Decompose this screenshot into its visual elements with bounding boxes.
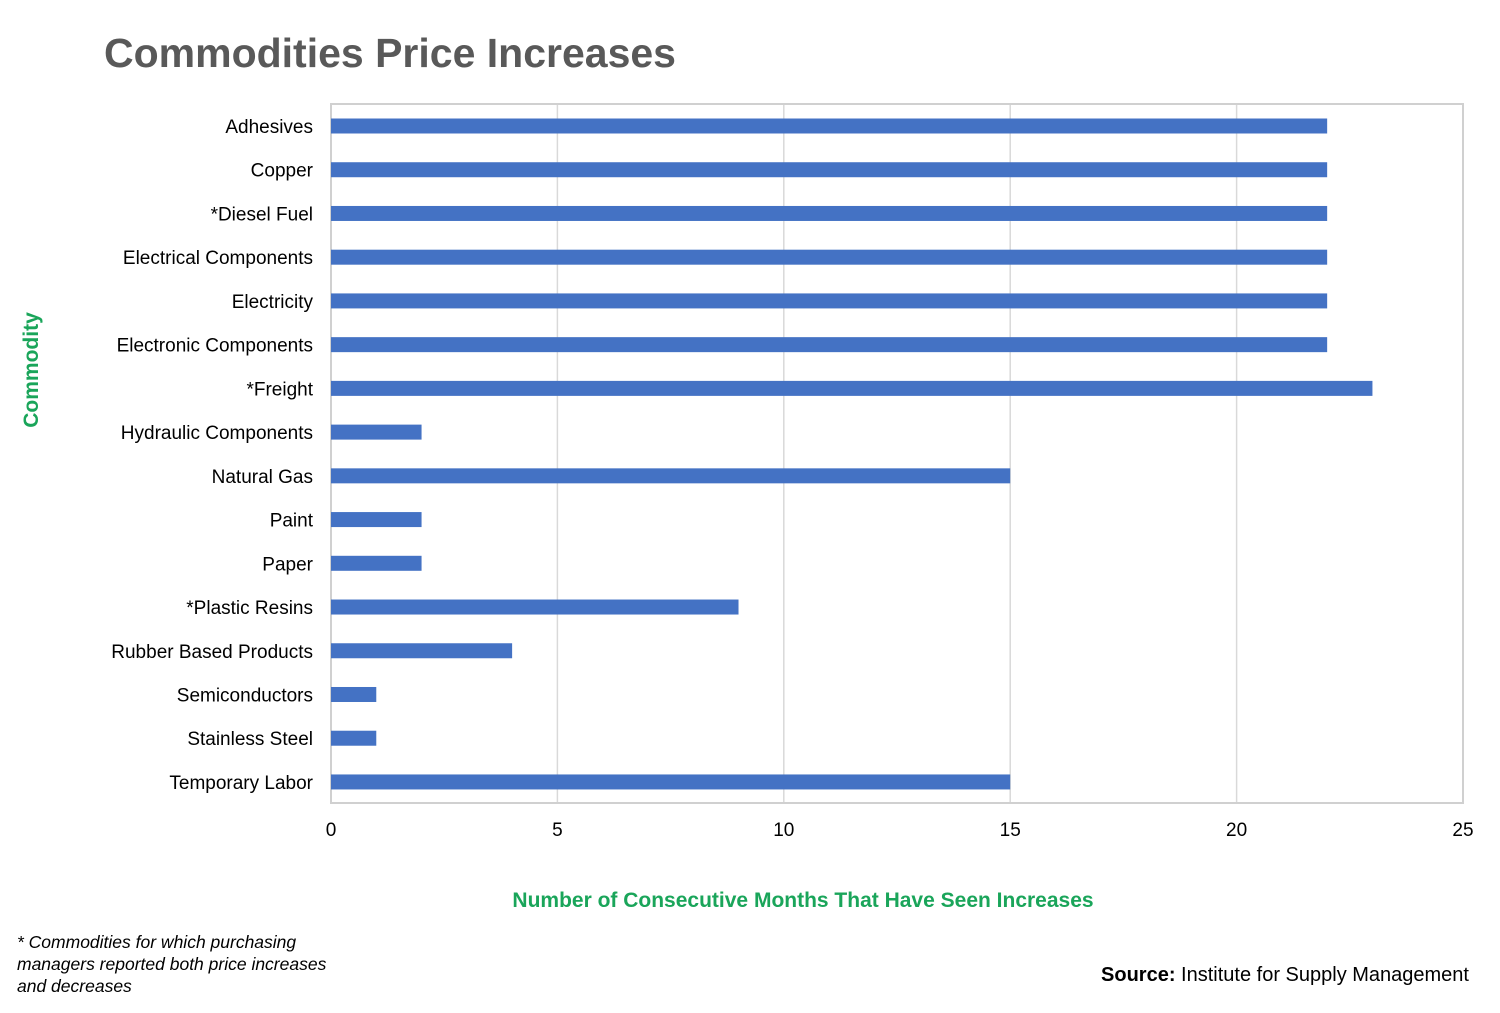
category-label: Paper (262, 554, 313, 575)
category-label: Natural Gas (212, 467, 313, 488)
bar (331, 205, 1328, 221)
category-label: *Diesel Fuel (211, 204, 313, 225)
plot-area-border (330, 103, 1464, 804)
bars (331, 118, 1373, 790)
category-label: Adhesives (225, 117, 313, 138)
category-label: Semiconductors (177, 685, 313, 706)
x-tick-label: 10 (773, 820, 794, 841)
category-label: *Plastic Resins (186, 598, 313, 619)
category-label: Rubber Based Products (111, 642, 313, 663)
category-label: *Freight (246, 379, 313, 400)
x-tick-label: 5 (552, 820, 563, 841)
category-label: Hydraulic Components (121, 423, 313, 444)
category-label: Copper (251, 161, 314, 182)
x-tick-label: 20 (1226, 820, 1247, 841)
source-label: Source: (1101, 964, 1176, 986)
x-tick-label: 15 (1000, 820, 1021, 841)
bar (331, 337, 1328, 353)
category-label: Electrical Components (123, 248, 313, 269)
x-tick-labels: 0 5 10 15 20 25 (326, 820, 1474, 841)
bar (331, 293, 1328, 309)
bar (331, 424, 422, 440)
category-labels: Adhesives Copper *Diesel Fuel Electrical Co… (111, 117, 313, 794)
category-label: Stainless Steel (187, 729, 313, 750)
chart-title: Commodities Price Increases (104, 30, 676, 76)
x-tick-label: 0 (326, 820, 337, 841)
x-axis-title: Number of Consecutive Months That Have S… (512, 889, 1093, 912)
source-text: Institute for Supply Management (1181, 964, 1469, 986)
category-label: Electronic Components (117, 336, 313, 357)
bar (331, 380, 1373, 396)
bar (331, 730, 377, 746)
bar (331, 118, 1328, 134)
source-note: Source: Institute for Supply Management (1101, 964, 1469, 987)
category-label: Temporary Labor (169, 773, 313, 794)
bar (331, 555, 422, 571)
category-label: Paint (270, 511, 314, 532)
bar (331, 512, 422, 528)
bar (331, 774, 1011, 790)
bar (331, 249, 1328, 265)
y-axis-title: Commodity (20, 312, 43, 428)
bar (331, 599, 739, 615)
bar (331, 468, 1011, 484)
bar (331, 162, 1328, 178)
bar (331, 643, 513, 659)
category-label: Electricity (232, 292, 314, 313)
bar (331, 686, 377, 702)
x-tick-label: 25 (1452, 820, 1473, 841)
footnote: * Commodities for which purchasing manag… (17, 932, 327, 996)
